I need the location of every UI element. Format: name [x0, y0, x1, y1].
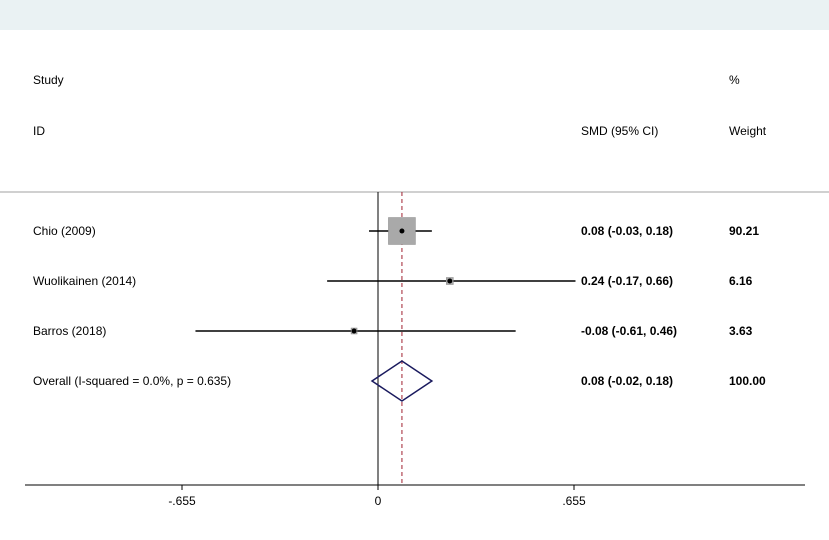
header-id: ID	[33, 124, 45, 138]
study-label: Barros (2018)	[33, 324, 106, 338]
x-tick-label: 0	[375, 494, 382, 508]
header-study: Study	[33, 73, 64, 87]
study-weight: 6.16	[729, 274, 753, 288]
header-weight: Weight	[729, 124, 767, 138]
header-percent: %	[729, 73, 740, 87]
study-weight: 3.63	[729, 324, 753, 338]
x-tick-label: .655	[562, 494, 586, 508]
overall-diamond	[370, 360, 434, 402]
study-point	[447, 278, 453, 284]
study-ci-text: 0.08 (-0.03, 0.18)	[581, 224, 673, 238]
study-ci-text: -0.08 (-0.61, 0.46)	[581, 324, 677, 338]
study-weight: 90.21	[729, 224, 759, 238]
overall-label: Overall (I-squared = 0.0%, p = 0.635)	[33, 374, 231, 388]
overall-weight: 100.00	[729, 374, 766, 388]
header-effect: SMD (95% CI)	[581, 124, 658, 138]
study-point	[399, 228, 405, 234]
study-label: Chio (2009)	[33, 224, 96, 238]
x-tick-label: -.655	[168, 494, 196, 508]
plot-frame	[0, 30, 829, 540]
study-ci-text: 0.24 (-0.17, 0.66)	[581, 274, 673, 288]
study-label: Wuolikainen (2014)	[33, 274, 136, 288]
study-point	[351, 328, 357, 334]
overall-ci-text: 0.08 (-0.02, 0.18)	[581, 374, 673, 388]
